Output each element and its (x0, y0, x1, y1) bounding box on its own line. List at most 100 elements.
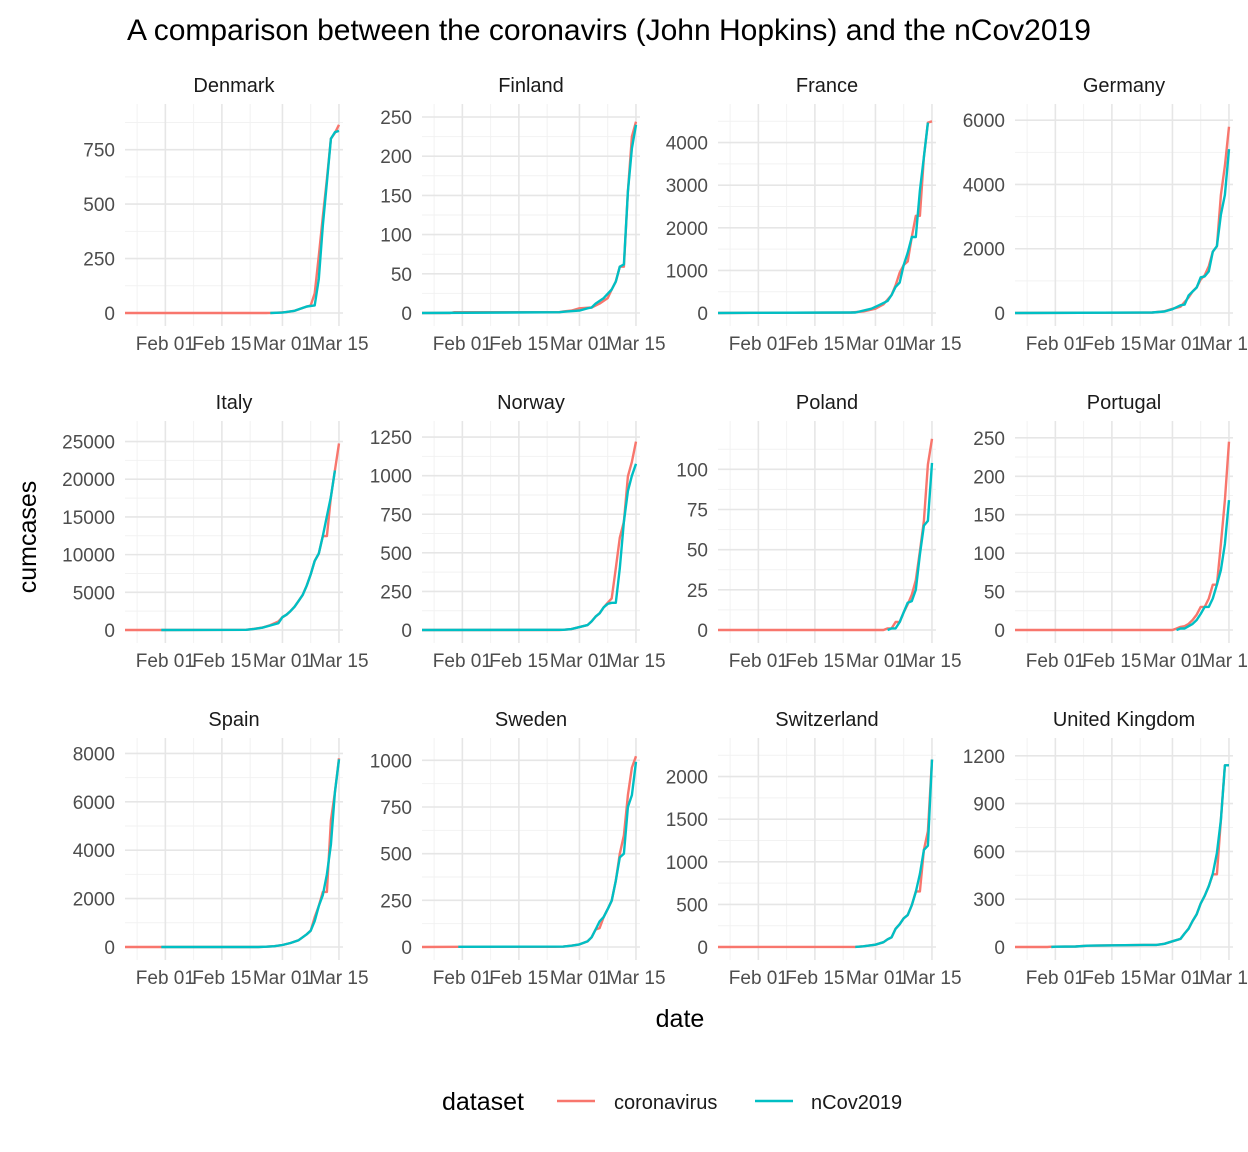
legend-label-ncov2019: nCov2019 (811, 1092, 902, 1114)
x-tick-label: Mar 01 (1143, 968, 1202, 989)
y-tick-label: 0 (104, 304, 115, 325)
x-tick-label: Feb 01 (433, 651, 492, 672)
x-tick-label: Feb 01 (729, 968, 788, 989)
series-line-coronavirus (717, 120, 933, 315)
y-tick-label: 0 (401, 621, 412, 642)
y-tick-label: 2000 (963, 240, 1005, 261)
series-line-ncov2019 (887, 462, 934, 632)
y-tick-label: 200 (380, 147, 412, 168)
x-tick-label: Feb 01 (1026, 334, 1085, 355)
y-tick-label: 250 (83, 250, 115, 271)
y-tick-label: 2000 (666, 219, 708, 240)
y-tick-label: 500 (380, 544, 412, 565)
y-tick-label: 250 (380, 891, 412, 912)
series-line-ncov2019 (421, 463, 638, 632)
y-tick-label: 8000 (73, 744, 115, 765)
x-axis-label: date (656, 1005, 705, 1033)
series-line-ncov2019 (161, 470, 337, 632)
facet-title: Denmark (193, 75, 275, 97)
x-tick-label: Feb 01 (433, 334, 492, 355)
series-line-ncov2019 (1051, 764, 1229, 949)
facet-title: France (796, 75, 858, 97)
x-tick-label: Feb 15 (489, 651, 548, 672)
x-tick-label: Feb 15 (1082, 968, 1141, 989)
facet-title: Spain (208, 709, 259, 731)
x-tick-label: Mar 15 (902, 334, 961, 355)
x-tick-label: Mar 01 (846, 651, 905, 672)
series-line-ncov2019 (1176, 499, 1231, 632)
y-tick-label: 25000 (62, 433, 115, 454)
series-line-coronavirus (1015, 441, 1231, 632)
y-tick-label: 50 (687, 541, 708, 562)
y-tick-label: 0 (401, 304, 412, 325)
facet-title: Finland (498, 75, 564, 97)
y-tick-label: 1000 (666, 261, 708, 282)
y-tick-label: 1250 (370, 428, 412, 449)
x-tick-label: Feb 01 (136, 968, 195, 989)
y-tick-label: 600 (973, 842, 1005, 863)
x-tick-label: Feb 15 (1082, 651, 1141, 672)
series-line-ncov2019 (161, 759, 341, 949)
series-line-coronavirus (1015, 764, 1229, 949)
x-tick-label: Feb 15 (192, 651, 251, 672)
x-tick-label: Mar 01 (253, 334, 312, 355)
x-tick-label: Mar 01 (253, 968, 312, 989)
y-tick-label: 750 (380, 798, 412, 819)
x-tick-label: Feb 01 (136, 651, 195, 672)
y-tick-label: 500 (380, 845, 412, 866)
y-tick-label: 4000 (73, 841, 115, 862)
x-tick-label: Feb 01 (729, 334, 788, 355)
y-tick-label: 2000 (73, 890, 115, 911)
x-tick-label: Mar 15 (1199, 968, 1248, 989)
x-tick-label: Feb 01 (136, 334, 195, 355)
series-line-ncov2019 (717, 122, 930, 315)
series-line-coronavirus (718, 438, 934, 632)
series-line-ncov2019 (270, 129, 340, 315)
facet-title: United Kingdom (1053, 709, 1195, 731)
y-axis-label: cumcases (14, 481, 42, 594)
facet-title: Portugal (1087, 392, 1162, 414)
x-tick-label: Mar 15 (1199, 651, 1248, 672)
y-tick-label: 3000 (666, 176, 708, 197)
series-line-coronavirus (125, 758, 341, 949)
series-line-coronavirus (717, 759, 934, 949)
series-line-coronavirus (125, 443, 341, 632)
x-tick-label: Feb 15 (785, 968, 844, 989)
y-tick-label: 150 (973, 506, 1005, 527)
chart-title: A comparison between the coronavirs (Joh… (127, 14, 1091, 47)
x-tick-label: Mar 15 (606, 334, 665, 355)
y-tick-label: 100 (380, 226, 412, 247)
x-tick-label: Feb 01 (729, 651, 788, 672)
y-tick-label: 4000 (666, 134, 708, 155)
series-line-coronavirus (422, 121, 638, 315)
y-tick-label: 0 (697, 621, 708, 642)
x-tick-label: Feb 01 (1026, 651, 1085, 672)
y-tick-label: 15000 (62, 508, 115, 529)
x-tick-label: Mar 01 (846, 968, 905, 989)
x-tick-label: Feb 15 (192, 334, 251, 355)
y-tick-label: 0 (994, 304, 1005, 325)
legend-label-coronavirus: coronavirus (614, 1092, 717, 1114)
facet-title: Switzerland (775, 709, 878, 731)
x-tick-label: Feb 15 (785, 651, 844, 672)
y-tick-label: 0 (994, 938, 1005, 959)
y-tick-label: 100 (676, 460, 708, 481)
x-tick-label: Mar 15 (309, 334, 368, 355)
y-tick-label: 0 (994, 621, 1005, 642)
y-tick-label: 6000 (963, 111, 1005, 132)
legend: dataset coronavirus nCov2019 (442, 1088, 902, 1116)
x-tick-label: Mar 15 (606, 651, 665, 672)
y-tick-label: 1000 (370, 751, 412, 772)
x-tick-label: Feb 01 (1026, 968, 1085, 989)
x-tick-label: Mar 01 (550, 334, 609, 355)
x-tick-label: Mar 01 (550, 651, 609, 672)
